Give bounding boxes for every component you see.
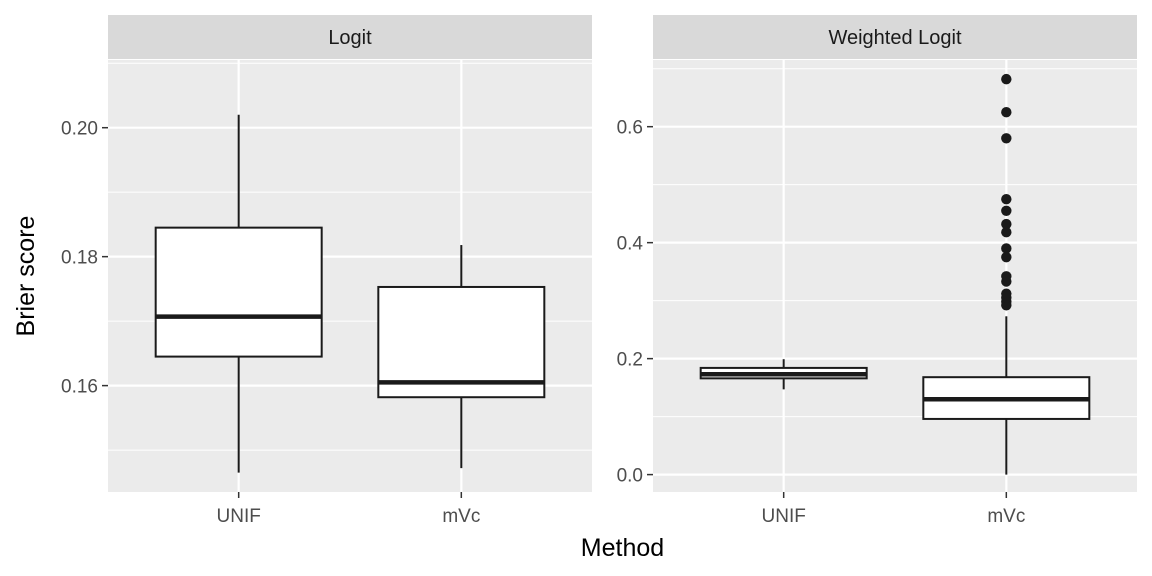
outlier-point — [1001, 193, 1012, 205]
y-tick-label: 0.4 — [617, 234, 644, 255]
outlier-point — [1001, 227, 1012, 238]
x-tick-label: mVc — [987, 506, 1025, 527]
box-unif — [154, 114, 323, 473]
y-tick-label: 0.16 — [61, 377, 98, 398]
box-body — [377, 285, 546, 399]
x-tick-label: UNIF — [762, 506, 806, 527]
x-axis-title: Method — [581, 534, 664, 562]
facet-panel-2: Weighted Logit 0.0 0.2 0.4 0.6 UNIF mVc — [617, 15, 1137, 527]
x-tick-label: UNIF — [217, 506, 261, 527]
box-body — [154, 226, 323, 358]
y-tick-label: 0.0 — [617, 466, 643, 487]
box-unif — [699, 359, 868, 390]
outlier-point — [1001, 243, 1012, 254]
box-mvc — [377, 245, 546, 469]
x-tick-label: mVc — [442, 506, 480, 527]
outlier-point — [1001, 205, 1012, 216]
outlier-point — [1001, 271, 1012, 282]
facet-panel-1: Logit 0.16 0.18 0.20 UNIF mVc — [61, 15, 592, 527]
box-mvc — [922, 73, 1091, 475]
panel-background — [653, 60, 1137, 492]
outlier-point — [1001, 133, 1012, 144]
outlier-point — [1001, 218, 1012, 230]
outlier-point — [1001, 106, 1012, 118]
facet-strip — [108, 15, 592, 59]
facet-strip — [653, 15, 1137, 59]
y-tick-label: 0.6 — [617, 118, 643, 139]
y-tick-label: 0.20 — [61, 119, 98, 140]
y-tick-label: 0.18 — [61, 248, 98, 269]
outlier-point — [1001, 73, 1012, 85]
facet-title: Logit — [328, 27, 372, 49]
y-tick-label: 0.2 — [617, 350, 643, 371]
outlier-point — [1001, 251, 1012, 263]
outlier-point — [1001, 288, 1012, 299]
y-axis-title: Brier score — [12, 216, 40, 337]
facet-title: Weighted Logit — [828, 27, 962, 49]
